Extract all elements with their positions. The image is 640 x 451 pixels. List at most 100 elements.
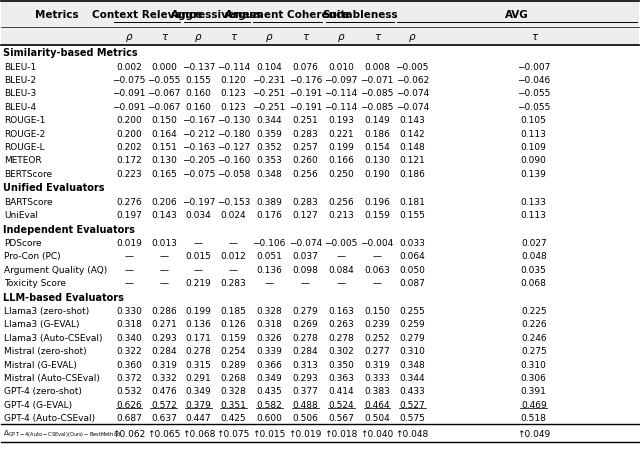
Text: 0.435: 0.435 — [256, 387, 282, 396]
Text: 0.328: 0.328 — [220, 387, 246, 396]
Text: Llama3 (zero-shot): Llama3 (zero-shot) — [4, 307, 89, 315]
Text: 0.518: 0.518 — [521, 413, 547, 422]
Text: 0.090: 0.090 — [521, 156, 547, 165]
Text: 0.575: 0.575 — [399, 413, 425, 422]
Text: 0.255: 0.255 — [399, 307, 425, 315]
Text: 0.048: 0.048 — [521, 252, 547, 261]
Text: 0.199: 0.199 — [186, 307, 211, 315]
Text: 0.133: 0.133 — [521, 197, 547, 206]
Text: 0.159: 0.159 — [364, 211, 390, 220]
Text: −0.114: −0.114 — [324, 89, 358, 98]
Text: 0.160: 0.160 — [186, 89, 211, 98]
Text: 0.121: 0.121 — [399, 156, 425, 165]
Text: τ: τ — [230, 32, 236, 42]
Text: 0.383: 0.383 — [364, 387, 390, 396]
Text: 0.340: 0.340 — [116, 333, 142, 342]
Text: —: — — [194, 239, 203, 248]
Text: 0.572: 0.572 — [151, 400, 177, 409]
Text: ρ: ρ — [409, 32, 415, 42]
Text: Similarity-based Metrics: Similarity-based Metrics — [3, 48, 138, 58]
Text: 0.120: 0.120 — [220, 76, 246, 85]
Text: 0.284: 0.284 — [292, 346, 318, 355]
Text: −0.004: −0.004 — [360, 239, 394, 248]
Text: 0.476: 0.476 — [151, 387, 177, 396]
Text: ↑0.015: ↑0.015 — [252, 428, 286, 437]
Text: 0.425: 0.425 — [220, 413, 246, 422]
Text: 0.109: 0.109 — [521, 143, 547, 152]
Text: 0.190: 0.190 — [364, 169, 390, 178]
Text: ρ: ρ — [125, 32, 132, 42]
Text: 0.349: 0.349 — [186, 387, 211, 396]
Text: BLEU-3: BLEU-3 — [4, 89, 36, 98]
Text: 0.226: 0.226 — [521, 320, 547, 329]
Text: 0.166: 0.166 — [328, 156, 354, 165]
Text: GPT-4 (zero-shot): GPT-4 (zero-shot) — [4, 387, 82, 396]
Text: 0.506: 0.506 — [292, 413, 318, 422]
Text: 0.050: 0.050 — [399, 265, 425, 274]
Text: 0.151: 0.151 — [151, 143, 177, 152]
Text: 0.257: 0.257 — [292, 143, 318, 152]
Text: —: — — [194, 265, 203, 274]
Text: −0.058: −0.058 — [216, 169, 250, 178]
Text: 0.366: 0.366 — [256, 360, 282, 369]
Text: Mistral (Auto-CSEval): Mistral (Auto-CSEval) — [4, 373, 100, 382]
Text: 0.279: 0.279 — [292, 307, 318, 315]
Text: Mistral (zero-shot): Mistral (zero-shot) — [4, 346, 86, 355]
Text: −0.085: −0.085 — [360, 102, 394, 111]
Text: 0.268: 0.268 — [220, 373, 246, 382]
Text: 0.239: 0.239 — [364, 320, 390, 329]
Text: 0.527: 0.527 — [399, 400, 425, 409]
Text: 0.344: 0.344 — [256, 116, 282, 125]
Text: 0.013: 0.013 — [151, 239, 177, 248]
Text: —: — — [301, 278, 310, 287]
Text: ↑0.019: ↑0.019 — [289, 428, 322, 437]
Text: 0.349: 0.349 — [256, 373, 282, 382]
Text: LLM-based Evaluators: LLM-based Evaluators — [3, 292, 124, 302]
Text: 0.181: 0.181 — [399, 197, 425, 206]
Text: −0.114: −0.114 — [324, 102, 358, 111]
Text: 0.333: 0.333 — [364, 373, 390, 382]
Text: —: — — [124, 278, 134, 287]
Text: 0.626: 0.626 — [116, 400, 142, 409]
Text: 0.034: 0.034 — [186, 211, 211, 220]
Text: 0.600: 0.600 — [256, 413, 282, 422]
Text: −0.251: −0.251 — [253, 102, 285, 111]
Text: −0.205: −0.205 — [182, 156, 215, 165]
Text: −0.127: −0.127 — [217, 143, 250, 152]
Text: 0.193: 0.193 — [328, 116, 354, 125]
Text: 0.254: 0.254 — [220, 346, 246, 355]
Text: ↑0.049: ↑0.049 — [517, 428, 550, 437]
Text: 0.348: 0.348 — [256, 169, 282, 178]
Text: PDScore: PDScore — [4, 239, 42, 248]
Text: 0.000: 0.000 — [151, 63, 177, 72]
Text: 0.488: 0.488 — [292, 400, 318, 409]
Text: 0.105: 0.105 — [521, 116, 547, 125]
Text: 0.379: 0.379 — [186, 400, 211, 409]
Text: 0.291: 0.291 — [186, 373, 211, 382]
Text: 0.206: 0.206 — [151, 197, 177, 206]
Text: −0.176: −0.176 — [289, 76, 322, 85]
Text: −0.046: −0.046 — [517, 76, 550, 85]
Text: 0.008: 0.008 — [364, 63, 390, 72]
Text: METEOR: METEOR — [4, 156, 42, 165]
Text: −0.130: −0.130 — [216, 116, 250, 125]
Text: 0.351: 0.351 — [220, 400, 246, 409]
Text: −0.074: −0.074 — [289, 239, 322, 248]
Text: −0.180: −0.180 — [216, 129, 250, 138]
Text: 0.084: 0.084 — [328, 265, 354, 274]
Text: 0.315: 0.315 — [186, 360, 211, 369]
Text: 0.350: 0.350 — [328, 360, 354, 369]
Text: 0.126: 0.126 — [220, 320, 246, 329]
Text: —: — — [124, 265, 134, 274]
Text: 0.246: 0.246 — [521, 333, 547, 342]
Text: 0.433: 0.433 — [399, 387, 425, 396]
Text: 0.150: 0.150 — [151, 116, 177, 125]
Text: τ: τ — [302, 32, 308, 42]
Text: —: — — [124, 252, 134, 261]
Text: τ: τ — [531, 32, 537, 42]
Text: 0.104: 0.104 — [256, 63, 282, 72]
Text: 0.024: 0.024 — [220, 211, 246, 220]
Text: 0.275: 0.275 — [521, 346, 547, 355]
Text: −0.137: −0.137 — [182, 63, 215, 72]
Text: 0.414: 0.414 — [328, 387, 354, 396]
